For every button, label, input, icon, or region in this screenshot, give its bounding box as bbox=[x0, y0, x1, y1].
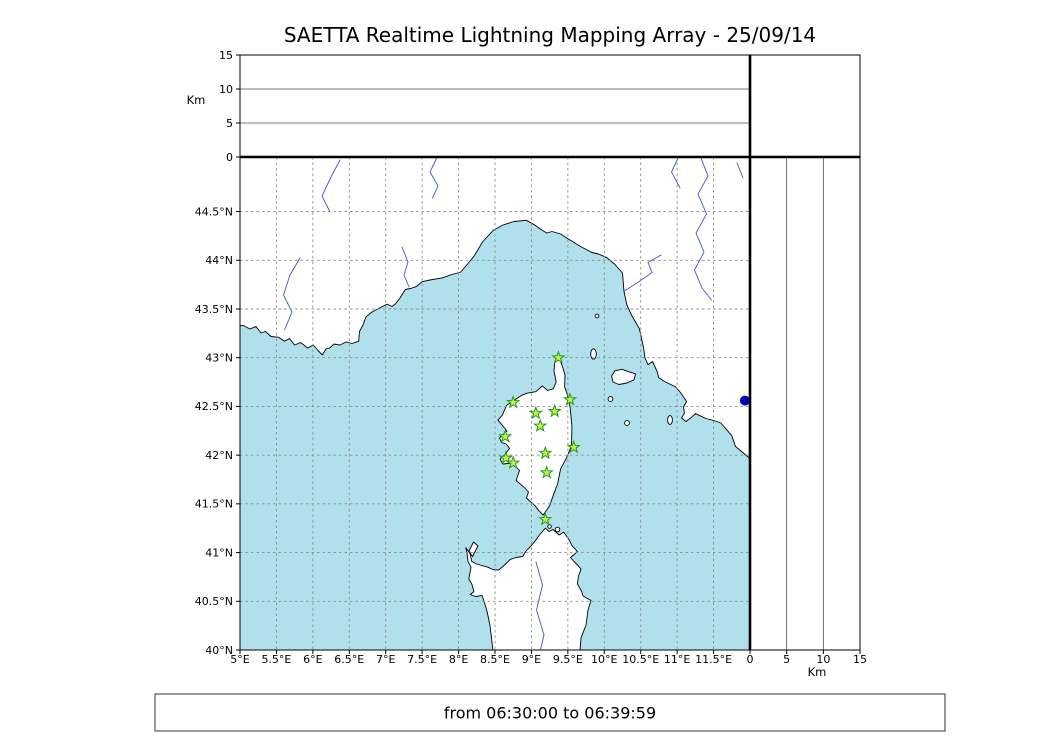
island-maddalena-1 bbox=[554, 526, 561, 533]
lon-tick-label: 11.5°E bbox=[695, 653, 732, 666]
island-elba bbox=[611, 368, 637, 385]
lon-tick-label: 10°E bbox=[591, 653, 617, 666]
river bbox=[429, 157, 439, 199]
lat-tick-label: 41°N bbox=[205, 546, 233, 559]
lat-tick-label: 41.5°N bbox=[195, 498, 233, 511]
lat-tick-label: 43.5°N bbox=[195, 303, 233, 316]
station-star bbox=[566, 439, 581, 454]
river bbox=[401, 246, 410, 288]
river bbox=[624, 254, 662, 292]
altitude-panel-gridlines bbox=[240, 88, 824, 650]
lat-tick-label: 43°N bbox=[205, 352, 233, 365]
river bbox=[535, 561, 545, 650]
island-pianosa bbox=[607, 396, 614, 402]
time-window-box bbox=[154, 693, 946, 732]
lon-tick-label: 8.5°E bbox=[480, 653, 510, 666]
lon-tick-label: 6°E bbox=[303, 653, 322, 666]
station-star bbox=[498, 429, 513, 443]
station-star bbox=[533, 418, 548, 432]
alt-tick-label-right: 10 bbox=[816, 653, 830, 666]
station-star bbox=[506, 394, 521, 409]
river bbox=[736, 162, 744, 179]
island-giglio bbox=[667, 415, 673, 425]
lon-tick-label: 9°E bbox=[522, 653, 541, 666]
river bbox=[321, 159, 341, 213]
lon-tick-label: 6.5°E bbox=[334, 653, 364, 666]
lon-tick-label: 7°E bbox=[376, 653, 395, 666]
lon-tick-label: 11°E bbox=[664, 653, 690, 666]
land-layer bbox=[240, 157, 750, 650]
altitude-vs-longitude-panel bbox=[239, 54, 751, 158]
time-window-label: from 06:30:00 to 06:39:59 bbox=[444, 704, 656, 723]
alt-tick-label-top: 5 bbox=[226, 117, 233, 130]
lon-tick-label: 9.5°E bbox=[553, 653, 583, 666]
station-star bbox=[498, 450, 514, 465]
alt-tick-label-top: 0 bbox=[226, 151, 233, 164]
island-capraia bbox=[590, 348, 597, 360]
station-star bbox=[538, 511, 553, 526]
station-star bbox=[538, 445, 553, 460]
lat-tick-label: 42°N bbox=[205, 449, 233, 462]
lat-tick-label: 40°N bbox=[205, 644, 233, 657]
station-star bbox=[551, 350, 566, 364]
chart-title: SAETTA Realtime Lightning Mapping Array … bbox=[284, 23, 816, 47]
altitude-axis-unit-right: Km bbox=[808, 665, 827, 679]
altitude-vs-latitude-panel bbox=[749, 156, 861, 651]
lightning-sources-layer bbox=[739, 395, 750, 406]
stations-layer bbox=[498, 350, 581, 526]
map-layers bbox=[240, 157, 750, 650]
station-star bbox=[528, 405, 543, 420]
alt-tick-label-right: 0 bbox=[747, 653, 754, 666]
lon-tick-label: 5.5°E bbox=[261, 653, 291, 666]
station-star bbox=[539, 465, 554, 479]
station-star bbox=[547, 403, 562, 418]
station-star bbox=[506, 455, 521, 469]
axis-ticks bbox=[236, 54, 861, 654]
lon-tick-label: 5°E bbox=[230, 653, 249, 666]
corner-panel bbox=[749, 54, 861, 158]
lon-tick-label: 10.5°E bbox=[622, 653, 659, 666]
alt-tick-label-right: 5 bbox=[783, 653, 790, 666]
river-layer bbox=[283, 157, 744, 650]
river bbox=[670, 157, 681, 189]
river bbox=[694, 157, 712, 301]
island-maddalena-2 bbox=[547, 524, 552, 529]
alt-tick-label-right: 15 bbox=[853, 653, 867, 666]
island-gorgona bbox=[594, 313, 600, 319]
lon-tick-label: 7.5°E bbox=[407, 653, 437, 666]
river bbox=[283, 257, 301, 331]
lat-tick-label: 40.5°N bbox=[195, 595, 233, 608]
station-star bbox=[562, 392, 578, 406]
lightning-source-dot bbox=[739, 395, 750, 406]
lat-tick-label: 42.5°N bbox=[195, 400, 233, 413]
coast-mainland-france-italy bbox=[240, 157, 750, 459]
alt-tick-label-top: 15 bbox=[219, 49, 233, 62]
map-gridlines bbox=[240, 157, 750, 650]
island-montecristo bbox=[624, 420, 630, 426]
alt-tick-label-top: 10 bbox=[219, 83, 233, 96]
lat-tick-label: 44°N bbox=[205, 254, 233, 267]
altitude-axis-unit-top: Km bbox=[187, 93, 206, 107]
lon-tick-label: 8°E bbox=[449, 653, 468, 666]
island-sardinia bbox=[465, 527, 592, 650]
lat-tick-label: 44.5°N bbox=[195, 205, 233, 218]
axis-tick-labels: 5°E 5.5°E 6°E 6.5°E 7°E 7.5°E 8°E 8.5°E 9°E 9.5°E… bbox=[195, 49, 867, 666]
